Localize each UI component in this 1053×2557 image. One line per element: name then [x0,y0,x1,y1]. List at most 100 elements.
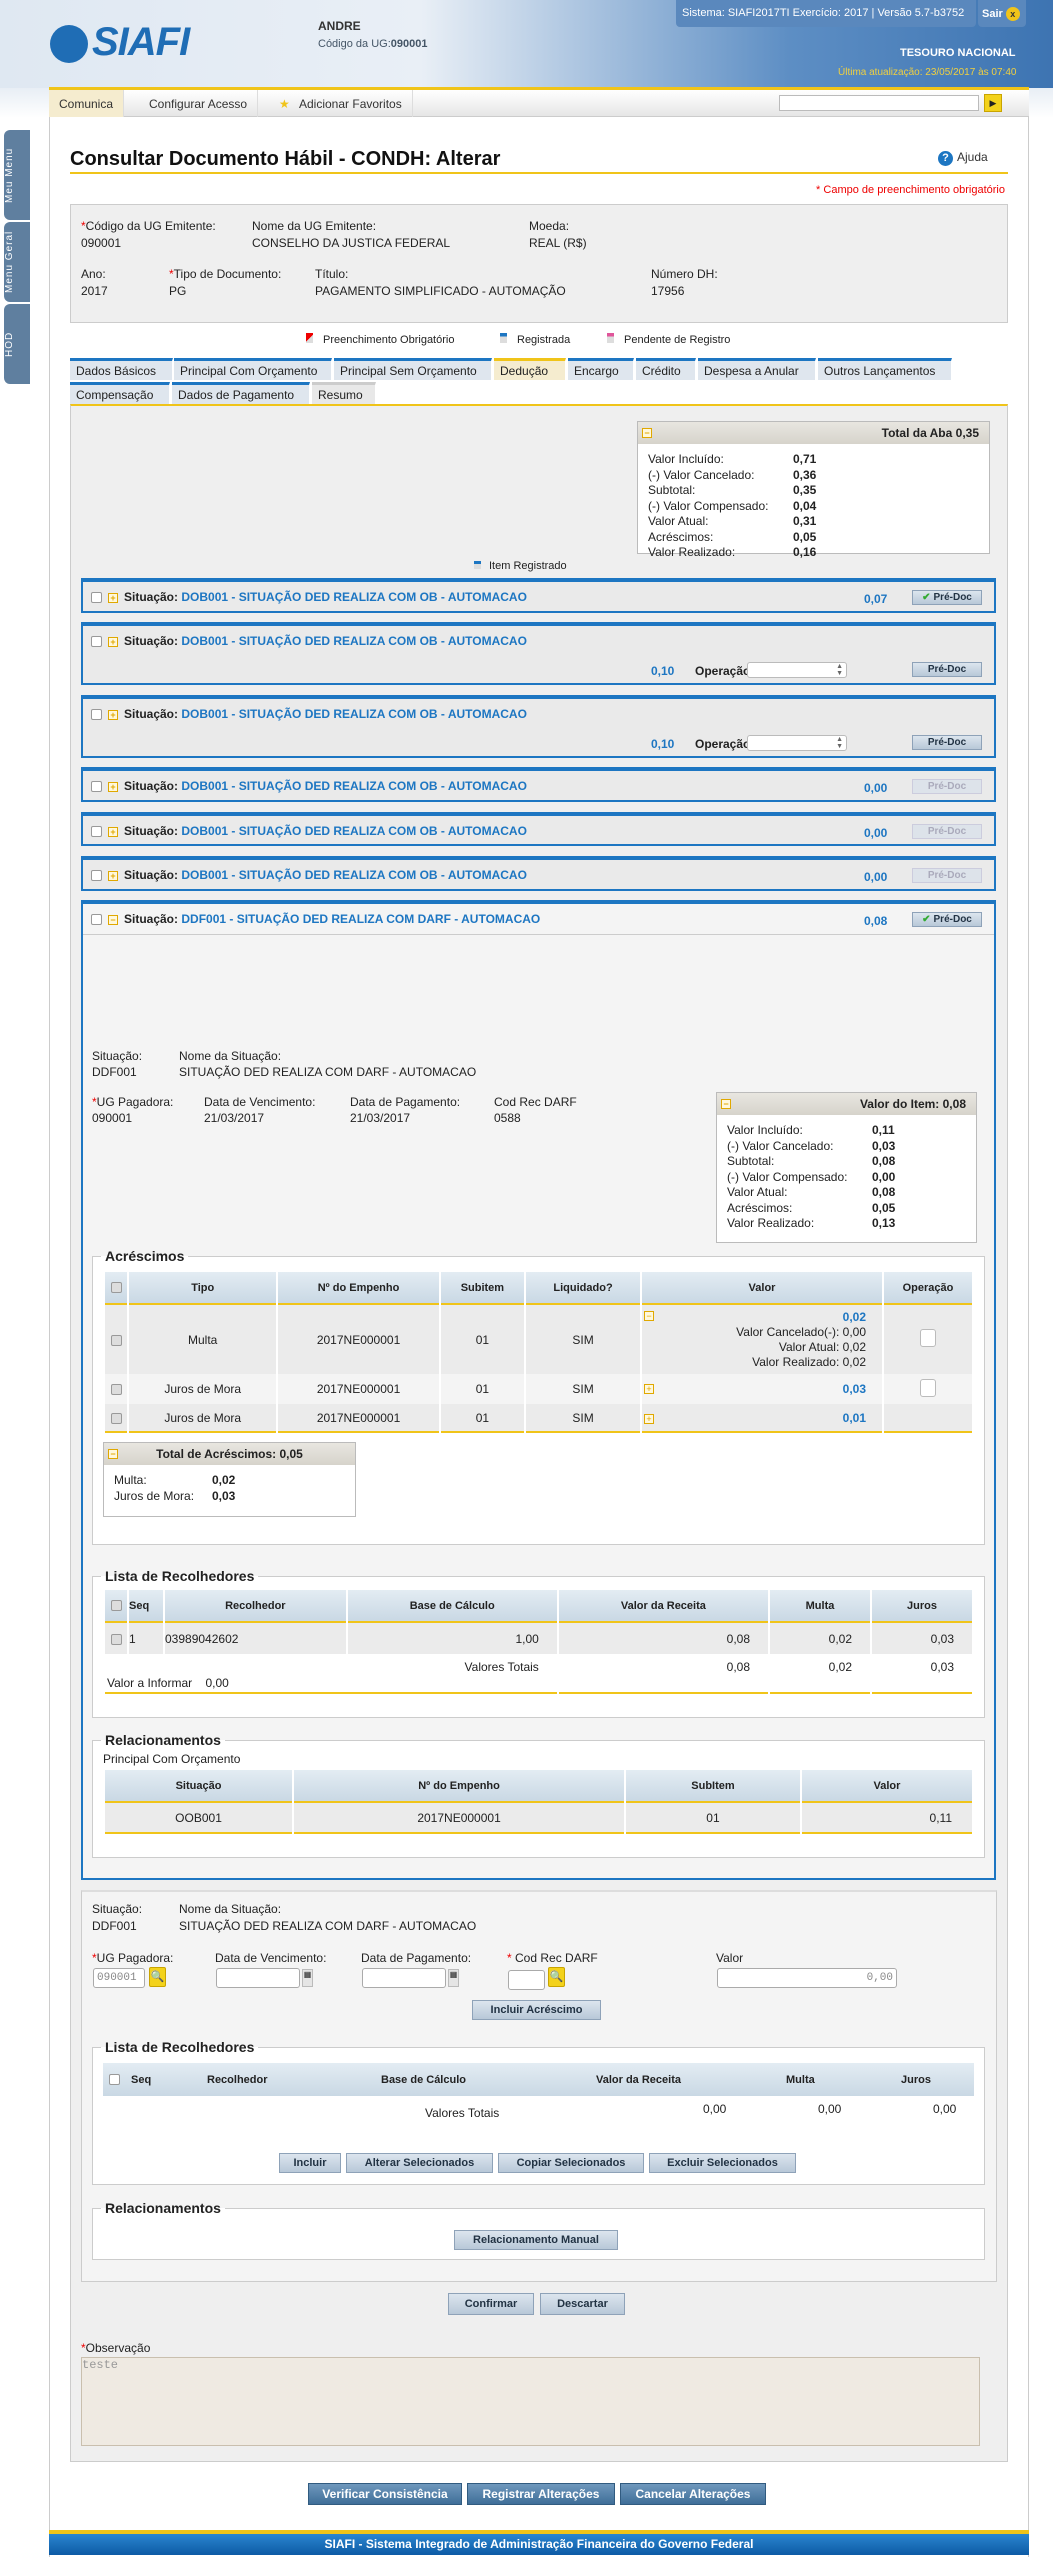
pre-doc-button[interactable]: Pré-Doc [912,868,982,883]
pre-doc-button[interactable]: Pré-Doc [912,779,982,794]
collapse-icon[interactable]: − [644,1311,654,1321]
tab-dados-pagamento[interactable]: Dados de Pagamento [172,382,310,404]
select-all-checkbox[interactable] [105,1272,127,1305]
situacao-checkbox[interactable] [91,781,102,793]
tab-deducao[interactable]: Dedução [494,358,566,380]
incluir-acrescimo-button[interactable]: Incluir Acréscimo [472,2000,601,2020]
summary-row: Valor Incluído: 0,71 [648,452,979,468]
verificar-consistencia-button[interactable]: Verificar Consistência [308,2483,462,2505]
data-pagamento-input[interactable] [362,1968,446,1988]
select-all-checkbox[interactable] [110,1600,122,1612]
situacao-checkbox[interactable] [91,592,102,604]
pre-doc-label: Pré-Doc [927,870,967,881]
search-go-button[interactable]: ▶ [984,94,1002,112]
operacao-spinner[interactable] [920,1329,936,1347]
situacao-valor: 0,00 [864,781,888,795]
situacao-value: DOB001 - SITUAÇÃO DED REALIZA COM OB - A… [181,634,527,648]
operacao-select[interactable]: ▲ ▼ [747,662,847,678]
tab-resumo[interactable]: Resumo [312,382,376,404]
collapse-icon[interactable]: − [642,428,652,438]
alterar-selecionados-button[interactable]: Alterar Selecionados [346,2153,493,2173]
recolhedores-title: Lista de Recolhedores [105,1568,255,1584]
cancelar-alteracoes-button[interactable]: Cancelar Alterações [620,2483,766,2505]
menu-configurar-acesso[interactable]: Configurar Acesso [139,90,259,117]
incluir-button[interactable]: Incluir [279,2153,341,2173]
situacao-checkbox[interactable] [91,636,102,648]
confirmar-button[interactable]: Confirmar [448,2293,534,2315]
expand-icon[interactable]: + [108,781,118,792]
descartar-button[interactable]: Descartar [540,2293,625,2315]
situacao-label: Situação: [124,868,179,882]
operacao-select[interactable]: ▲ ▼ [747,735,847,751]
favoritos-label: Adicionar Favoritos [299,97,402,111]
excluir-selecionados-button[interactable]: Excluir Selecionados [649,2153,796,2173]
cod-rec-darf-input[interactable] [508,1970,545,1990]
observacao-textarea[interactable]: teste [81,2357,980,2446]
menu-comunica[interactable]: Comunica [49,90,125,117]
search-cod-button[interactable]: 🔍 [548,1967,565,1987]
side-tab-hod[interactable]: HOD [4,304,30,384]
situacao-header: + Situação: DOB001 - SITUAÇÃO DED REALIZA… [91,868,527,882]
tab-principal-com-orcamento[interactable]: Principal Com Orçamento [174,358,332,380]
help-link[interactable]: ? Ajuda [938,150,988,166]
expand-icon[interactable]: + [644,1384,654,1394]
page-title: Consultar Documento Hábil - CONDH: Alter… [70,148,501,170]
calendar-icon[interactable]: ▦ [448,1969,459,1987]
expand-icon[interactable]: + [108,826,118,837]
moeda-label: Moeda: [529,219,570,233]
operacao-spinner[interactable] [920,1378,936,1397]
row-checkbox[interactable] [110,1412,122,1424]
siafi-logo: SIAFI [50,20,190,65]
pre-doc-button[interactable]: ✔ Pré-Doc [912,590,982,605]
expand-icon[interactable]: + [108,636,118,647]
pre-doc-button[interactable]: Pré-Doc [912,735,982,750]
top-menu: Comunica Configurar Acesso ★ Adicionar Fa… [49,87,1029,117]
situacao-checkbox[interactable] [91,914,102,926]
expand-icon[interactable]: + [644,1414,654,1424]
tab-credito[interactable]: Crédito [636,358,696,380]
situacao-checkbox[interactable] [91,870,102,882]
ug-pagadora-input[interactable] [93,1968,145,1988]
side-tab-meu-menu[interactable]: Meu Menu [4,130,30,220]
row-checkbox[interactable] [110,1633,122,1645]
situacao-checkbox[interactable] [91,709,102,721]
valor-input[interactable] [717,1968,897,1988]
expand-icon[interactable]: + [108,709,118,720]
select-all-checkbox[interactable] [109,2074,120,2085]
data-vencimento-input[interactable] [216,1968,300,1988]
expand-icon[interactable]: + [108,592,118,603]
tab-encargo[interactable]: Encargo [568,358,634,380]
registrar-alteracoes-button[interactable]: Registrar Alterações [467,2483,615,2505]
pre-doc-button[interactable]: ✔ Pré-Doc [912,912,982,927]
situacao-checkbox[interactable] [91,826,102,838]
row-checkbox[interactable] [110,1384,122,1396]
search-input[interactable] [779,95,979,111]
tab-compensacao[interactable]: Compensação [70,382,170,404]
logout-button[interactable]: Sair x [978,0,1026,27]
calendar-icon[interactable]: ▦ [302,1969,313,1987]
summary-value: 0,11 [872,1123,895,1137]
collapse-icon[interactable]: − [721,1099,731,1109]
summary-label: Acréscimos: [648,529,714,544]
tab-dados-basicos[interactable]: Dados Básicos [70,358,173,380]
row-checkbox[interactable] [110,1334,122,1346]
blue-mark-icon [500,333,507,343]
collapse-icon[interactable]: − [108,1449,118,1459]
relacionamento-manual-button[interactable]: Relacionamento Manual [454,2230,618,2250]
ug-emitente-value: 090001 [81,236,122,250]
situacao-value: DOB001 - SITUAÇÃO DED REALIZA COM OB - A… [181,707,527,721]
tab-outros-lancamentos[interactable]: Outros Lançamentos [818,358,952,380]
pre-doc-button[interactable]: Pré-Doc [912,824,982,839]
summary-row: Subtotal: 0,35 [648,483,979,499]
collapse-icon[interactable]: − [108,914,118,925]
tab-principal-sem-orcamento[interactable]: Principal Sem Orçamento [334,358,492,380]
menu-adicionar-favoritos[interactable]: ★ Adicionar Favoritos [271,90,413,117]
expand-icon[interactable]: + [108,870,118,881]
search-ug-button[interactable]: 🔍 [149,1967,166,1987]
tab-despesa-anular[interactable]: Despesa a Anular [698,358,816,380]
ano-label: Ano: [81,267,106,281]
pre-doc-button[interactable]: Pré-Doc [912,662,982,677]
side-tab-menu-geral[interactable]: Menu Geral [4,222,30,302]
copiar-selecionados-button[interactable]: Copiar Selecionados [498,2153,644,2173]
tipo-label: *Tipo de Documento: [169,267,282,281]
